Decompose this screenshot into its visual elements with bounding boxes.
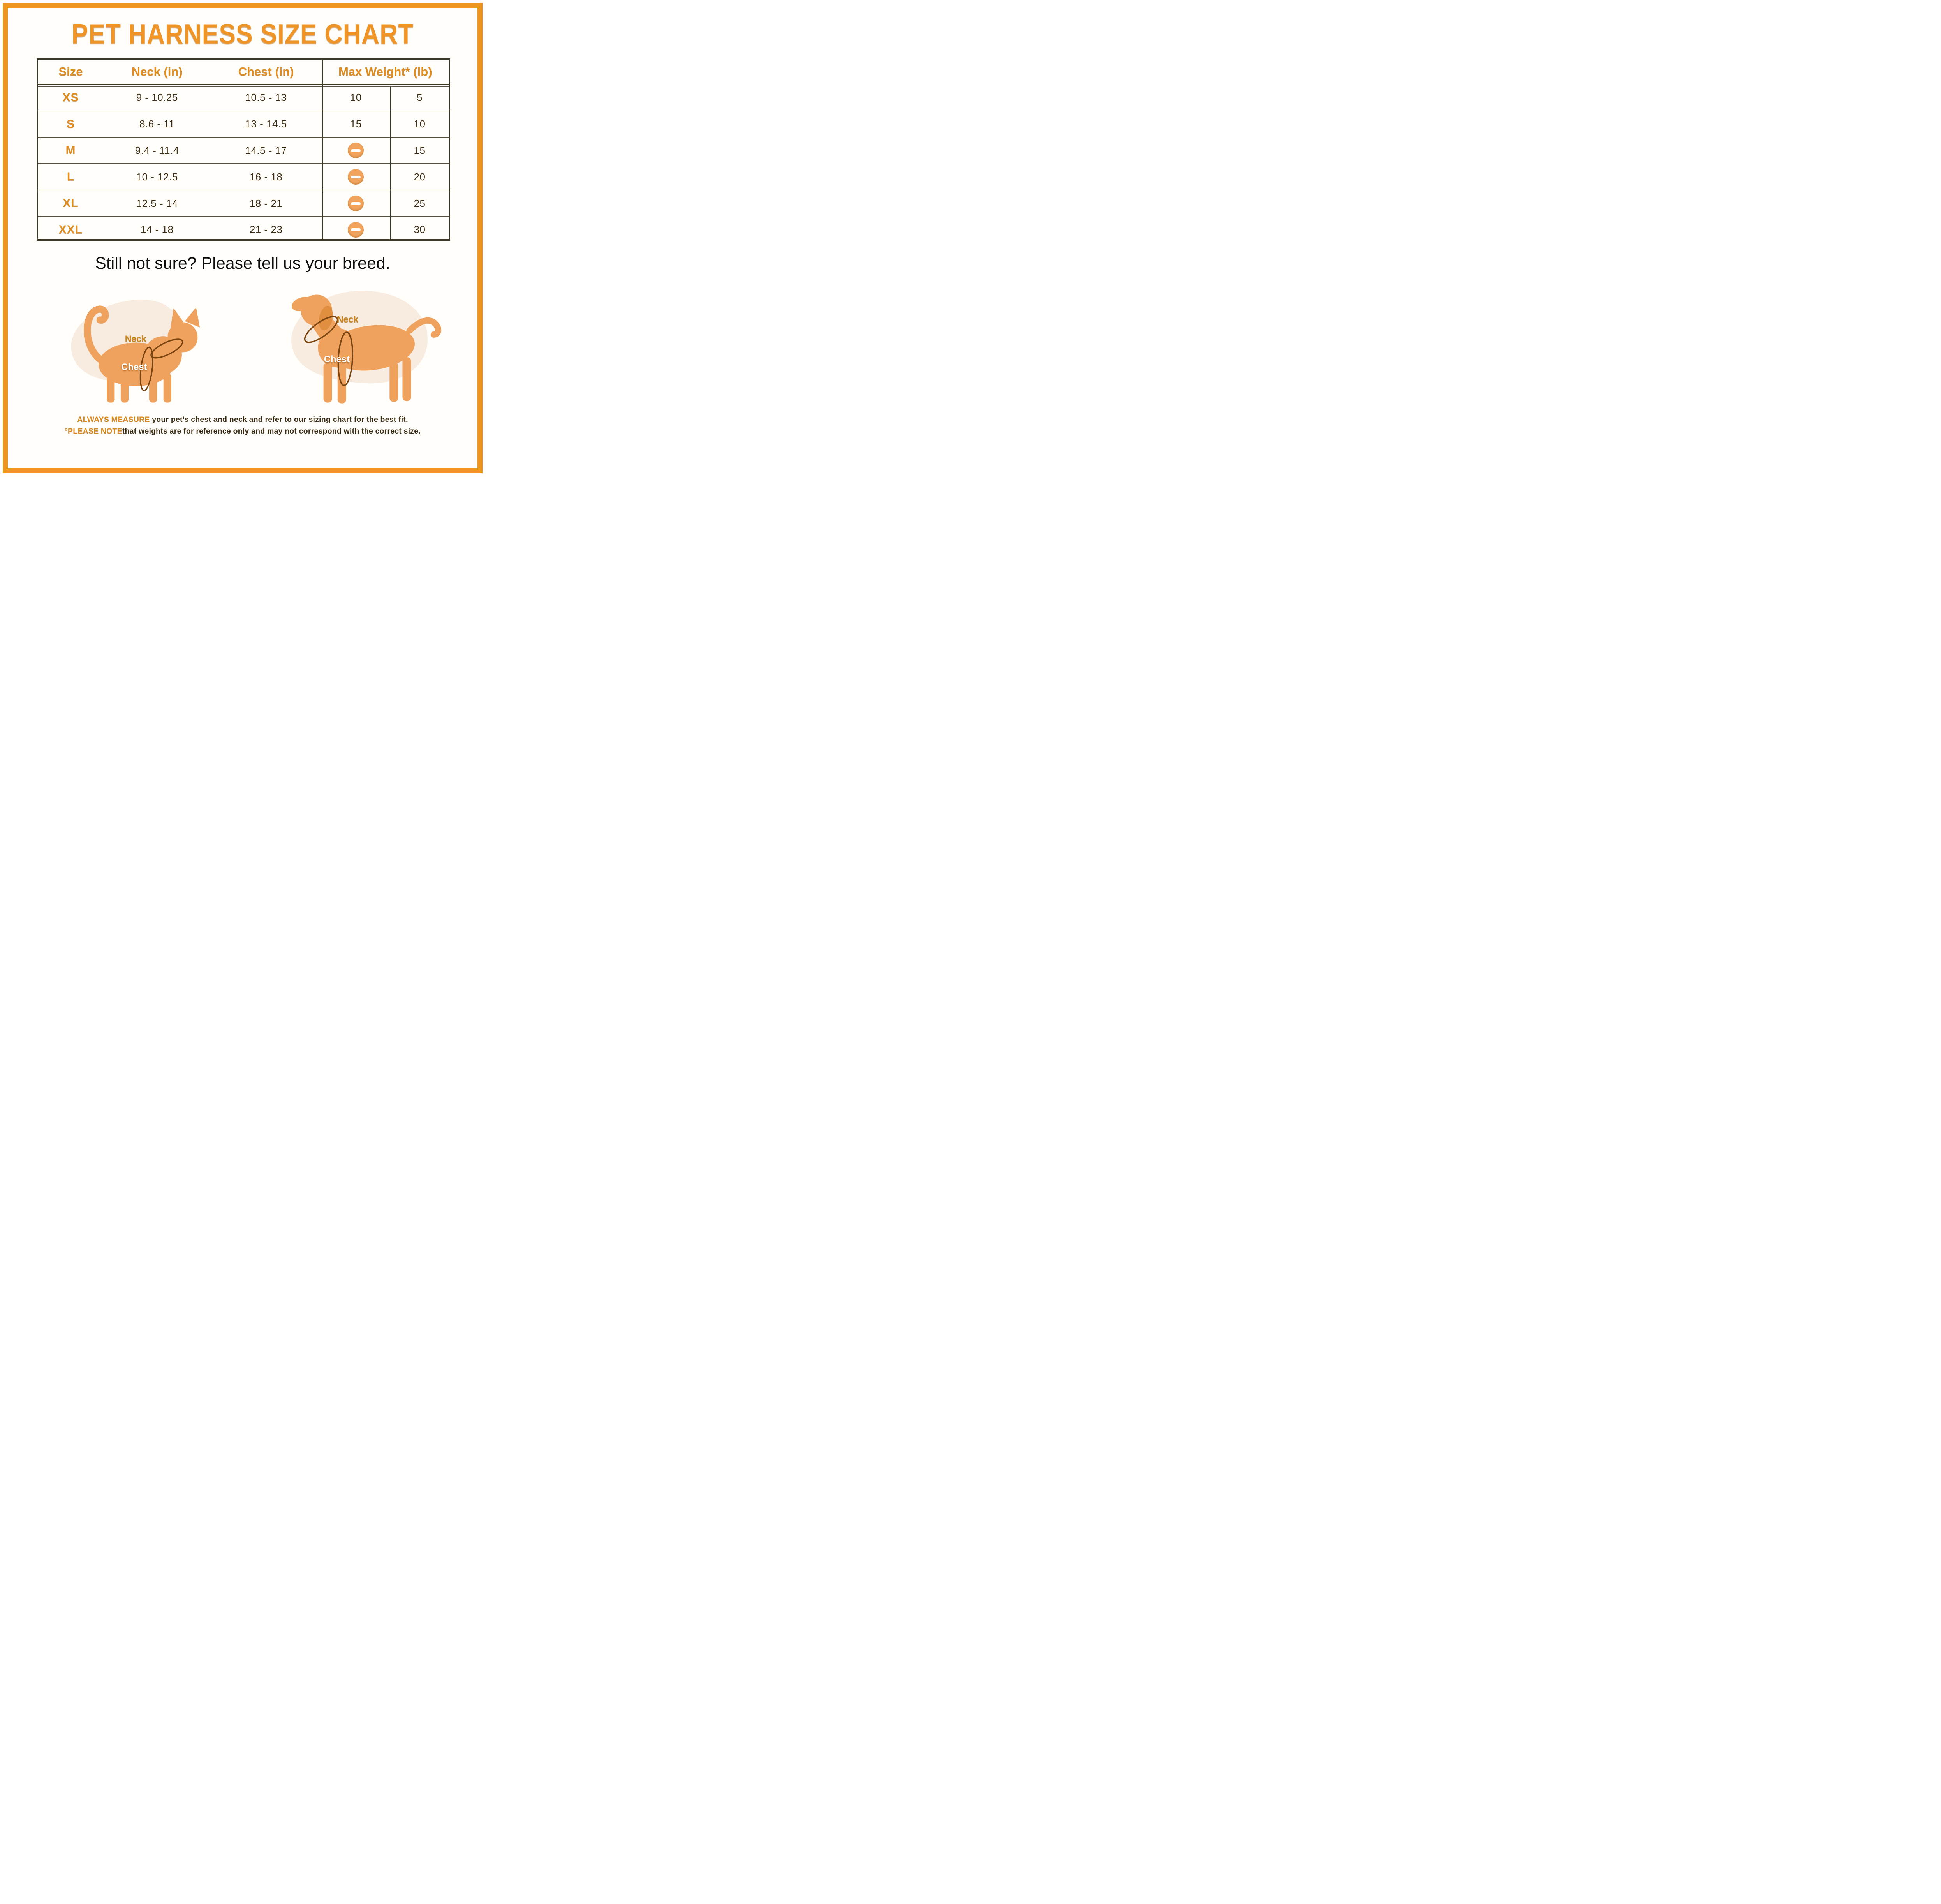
table-row: M 9.4 - 11.4 14.5 - 17 15 — [38, 137, 449, 164]
footnotes: ALWAYS MEASURE your pet’s chest and neck… — [0, 415, 485, 439]
dog-neck-label: Neck — [337, 314, 359, 324]
row-chest-range: 10.5 - 13 — [245, 92, 287, 104]
minus-icon-bar — [351, 202, 361, 205]
table-vertical-divider-main — [321, 60, 323, 239]
table-row: XL 12.5 - 14 18 - 21 25 — [38, 190, 449, 216]
row-neck-range: 14 - 18 — [141, 224, 174, 236]
row-chest-range: 13 - 14.5 — [245, 118, 287, 130]
footnote-measure-text: your pet’s chest and neck and refer to o… — [150, 415, 408, 424]
row-neck-range: 9.4 - 11.4 — [135, 144, 179, 156]
dog-tail — [406, 317, 442, 338]
dog-illustration: Neck Chest — [270, 280, 450, 410]
minus-icon — [348, 222, 364, 238]
footnote-weights-text: that weights are for reference only and … — [122, 427, 421, 435]
minus-icon-bar — [351, 175, 361, 178]
row-max-weight-col1 — [322, 196, 390, 212]
page-title: PET HARNESS SIZE CHART — [71, 18, 414, 50]
cat-neck-label: Neck — [125, 333, 146, 344]
pet-harness-size-chart-page: PET HARNESS SIZE CHART Size Neck (in) Ch… — [0, 0, 485, 476]
minus-icon — [348, 143, 364, 159]
footnote-weights: °PLEASE NOTEthat weights are for referen… — [0, 427, 485, 436]
row-max-weight-col2: 15 — [414, 144, 426, 156]
row-neck-range: 8.6 - 11 — [139, 118, 175, 130]
cat-chest-measure-loop — [139, 346, 153, 391]
column-header-max-weight: Max Weight* (lb) — [338, 65, 432, 78]
table-body: XS 9 - 10.25 10.5 - 13 10 5 S 8.6 - 11 13 - 14.… — [38, 85, 449, 243]
row-size-label: XXL — [58, 223, 83, 236]
row-chest-range: 16 - 18 — [249, 171, 283, 183]
minus-icon-bar — [351, 228, 361, 231]
column-header-size: Size — [58, 65, 83, 78]
size-chart-table: Size Neck (in) Chest (in) Max Weight* (l… — [37, 58, 450, 241]
cat-illustration: Neck Chest — [50, 286, 209, 409]
cat-ear-right — [185, 307, 200, 328]
row-max-weight-col2: 5 — [416, 92, 423, 104]
row-size-label: M — [65, 144, 76, 157]
row-max-weight-col1: 15 — [350, 118, 362, 130]
row-size-label: XS — [62, 91, 79, 104]
dog-chest-label: Chest — [324, 354, 350, 365]
cat-neck-measure-loop — [150, 338, 183, 359]
table-row: S 8.6 - 11 13 - 14.5 15 10 — [38, 110, 449, 137]
footnote-measure-bold: ALWAYS MEASURE — [77, 415, 150, 424]
row-neck-range: 9 - 10.25 — [136, 92, 178, 104]
row-size-label: XL — [63, 197, 79, 210]
row-max-weight-col1 — [322, 169, 390, 185]
dog-chest-measure-loop — [337, 331, 353, 386]
minus-icon — [348, 196, 364, 212]
cat-chest-label: Chest — [121, 361, 147, 372]
minus-icon — [348, 169, 364, 185]
cat-figure-svg — [71, 300, 200, 403]
cat-silhouette — [84, 305, 200, 403]
footnote-weights-bold: °PLEASE NOTE — [65, 427, 122, 435]
dog-snout — [292, 297, 313, 311]
column-header-neck: Neck (in) — [131, 65, 183, 78]
row-chest-range: 14.5 - 17 — [245, 144, 287, 156]
row-max-weight-col1: 10 — [350, 92, 362, 104]
footnote-measure: ALWAYS MEASURE your pet’s chest and neck… — [0, 415, 485, 424]
row-size-label: S — [66, 117, 75, 130]
row-size-label: L — [67, 170, 75, 183]
table-row: XS 9 - 10.25 10.5 - 13 10 5 — [38, 85, 449, 111]
row-neck-range: 10 - 12.5 — [136, 171, 178, 183]
dog-figure-svg — [291, 291, 442, 404]
minus-icon-bar — [351, 149, 361, 152]
column-header-chest: Chest (in) — [238, 65, 294, 78]
dog-neck-measure-loop — [304, 316, 338, 343]
row-chest-range: 18 - 21 — [249, 197, 283, 209]
subtitle-text: Still not sure? Please tell us your bree… — [95, 254, 390, 273]
cat-tail — [84, 305, 109, 363]
table-vertical-divider-sub — [390, 86, 391, 239]
table-row: XXL 14 - 18 21 - 23 30 — [38, 216, 449, 243]
row-max-weight-col1 — [322, 222, 390, 238]
row-neck-range: 12.5 - 14 — [136, 197, 178, 209]
row-max-weight-col2: 25 — [414, 197, 426, 209]
cat-ear-left — [171, 308, 183, 328]
row-max-weight-col2: 20 — [414, 171, 426, 183]
row-max-weight-col1 — [322, 143, 390, 159]
row-chest-range: 21 - 23 — [249, 224, 283, 236]
row-max-weight-col2: 10 — [414, 118, 426, 130]
table-row: L 10 - 12.5 16 - 18 20 — [38, 163, 449, 190]
table-header-row: Size Neck (in) Chest (in) Max Weight* (l… — [38, 60, 449, 87]
row-max-weight-col2: 30 — [414, 224, 426, 236]
cat-head — [167, 322, 198, 353]
